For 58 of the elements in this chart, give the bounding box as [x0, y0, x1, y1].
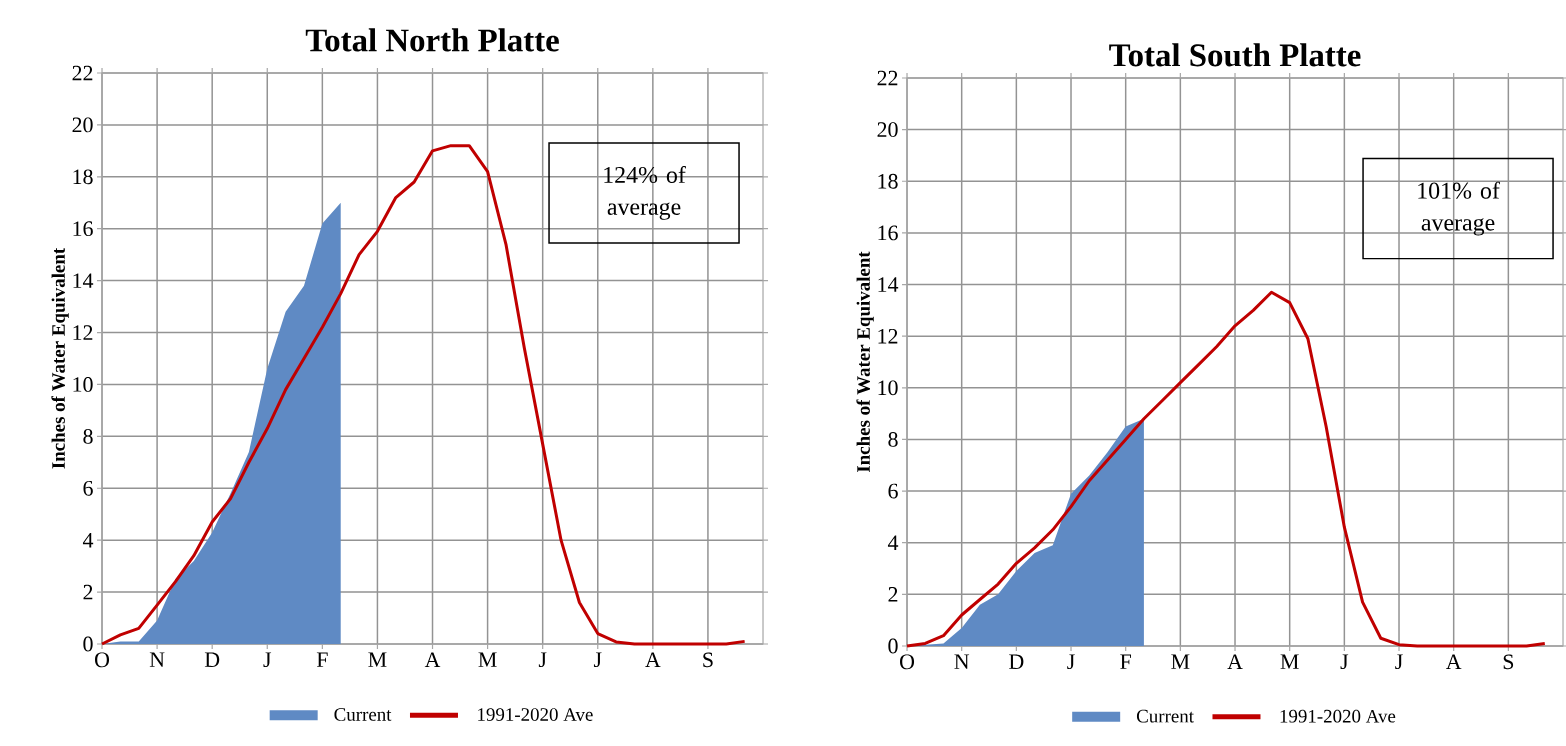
y-axis-title: Inches of Water Equivalent	[856, 251, 874, 473]
x-tick-label: M	[368, 652, 387, 667]
y-tick-label: 20	[72, 117, 93, 133]
x-tick-label: A	[1227, 654, 1243, 669]
y-tick-label: 4	[887, 535, 899, 550]
y-tick-label: 20	[877, 122, 898, 138]
x-tick-label: M	[1280, 654, 1299, 669]
legend-label: Current	[334, 708, 392, 721]
x-tick-label: O	[95, 652, 110, 668]
y-tick-label: 16	[878, 225, 898, 241]
x-tick-label: M	[478, 652, 497, 667]
x-tick-label: S	[1503, 654, 1514, 670]
x-tick-label: O	[900, 654, 915, 670]
y-tick-label: 8	[83, 428, 93, 444]
y-tick-label: 4	[82, 532, 94, 548]
legend-label: 1991-2020 Ave	[478, 708, 593, 721]
y-tick-label: 22	[72, 65, 93, 81]
x-tick-label: M	[1171, 654, 1190, 669]
x-tick-label: D	[204, 652, 220, 667]
y-tick-label: 6	[83, 480, 93, 496]
y-tick-label: 0	[888, 638, 898, 654]
x-tick-label: A	[1445, 654, 1462, 669]
y-tick-label: 18	[878, 173, 898, 189]
y-tick-label: 6	[888, 483, 898, 499]
x-tick-label: A	[424, 652, 441, 667]
y-tick-label: 18	[73, 169, 93, 185]
y-tick-label: 10	[73, 377, 93, 392]
y-tick-label: 14	[878, 277, 899, 292]
x-tick-label: J	[1395, 654, 1403, 670]
y-tick-label: 2	[83, 584, 93, 600]
chart-title: Total South Platte	[1109, 43, 1361, 67]
y-tick-label: 14	[73, 273, 94, 288]
y-tick-label: 0	[83, 636, 93, 652]
y-tick-label: 8	[888, 432, 898, 447]
y-tick-label: 12	[878, 328, 898, 344]
legend-label: 1991-2020 Ave	[1280, 709, 1396, 723]
y-tick-label: 22	[877, 70, 898, 86]
x-tick-label: J	[1340, 654, 1349, 670]
x-tick-label: N	[954, 654, 970, 669]
x-tick-label: N	[149, 652, 165, 667]
x-tick-label: J	[263, 652, 272, 668]
y-tick-label: 2	[888, 587, 898, 602]
annotation: 101% of average	[1418, 181, 1500, 236]
x-tick-label: A	[645, 652, 661, 667]
y-tick-label: 10	[878, 380, 898, 396]
y-tick-label: 16	[73, 221, 93, 237]
x-tick-label: J	[593, 652, 602, 668]
x-tick-label: J	[538, 652, 547, 668]
annotation: 124% of average	[604, 165, 686, 220]
chart-title: Total North Platte	[305, 28, 559, 52]
x-tick-label: D	[1009, 654, 1024, 669]
y-axis-title: Inches of Water Equivalent	[51, 247, 69, 469]
y-tick-label: 12	[73, 325, 93, 340]
x-tick-label: F	[316, 652, 328, 667]
x-tick-label: S	[703, 652, 713, 668]
legend-label: Current	[1136, 709, 1194, 723]
x-tick-label: F	[1120, 654, 1131, 669]
x-tick-label: J	[1067, 654, 1075, 670]
